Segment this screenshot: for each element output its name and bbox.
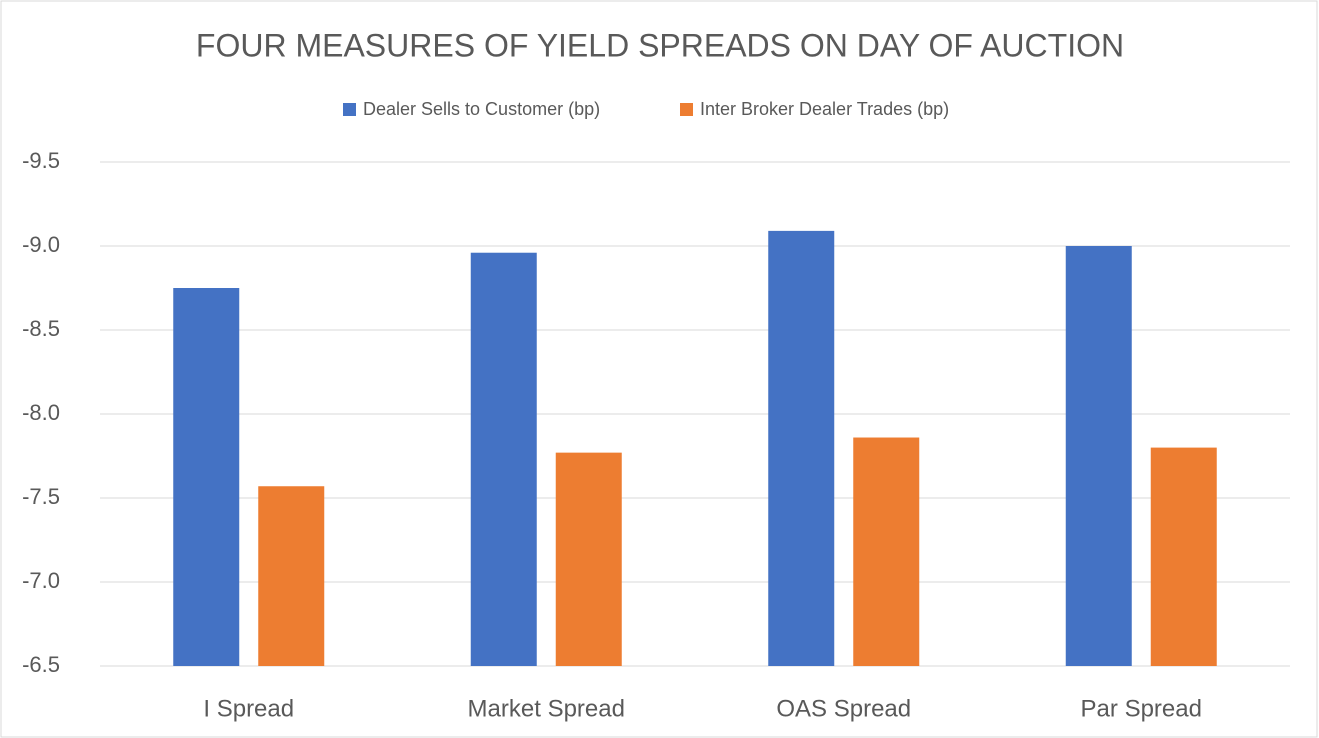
legend-swatch — [343, 103, 356, 116]
y-tick-label: -8.0 — [22, 400, 60, 425]
y-tick-label: -7.5 — [22, 484, 60, 509]
x-tick-label: Par Spread — [1081, 695, 1202, 722]
legend-label: Dealer Sells to Customer (bp) — [363, 99, 600, 119]
bar — [1150, 447, 1217, 666]
y-tick-label: -6.5 — [22, 652, 60, 677]
legend-label: Inter Broker Dealer Trades (bp) — [700, 99, 949, 119]
y-tick-label: -8.5 — [22, 316, 60, 341]
legend-swatch — [680, 103, 693, 116]
x-tick-label: OAS Spread — [776, 695, 911, 722]
chart-title: FOUR MEASURES OF YIELD SPREADS ON DAY OF… — [196, 27, 1124, 63]
y-tick-label: -9.0 — [22, 232, 60, 257]
y-tick-label: -7.0 — [22, 568, 60, 593]
bar — [470, 252, 537, 666]
bar — [555, 452, 622, 666]
bar — [768, 230, 835, 666]
y-tick-label: -9.5 — [22, 148, 60, 173]
x-tick-label: I Spread — [203, 695, 294, 722]
bar — [173, 288, 240, 666]
bar — [1065, 246, 1132, 666]
bar — [853, 437, 920, 666]
x-tick-label: Market Spread — [468, 695, 625, 722]
bar — [258, 486, 325, 666]
